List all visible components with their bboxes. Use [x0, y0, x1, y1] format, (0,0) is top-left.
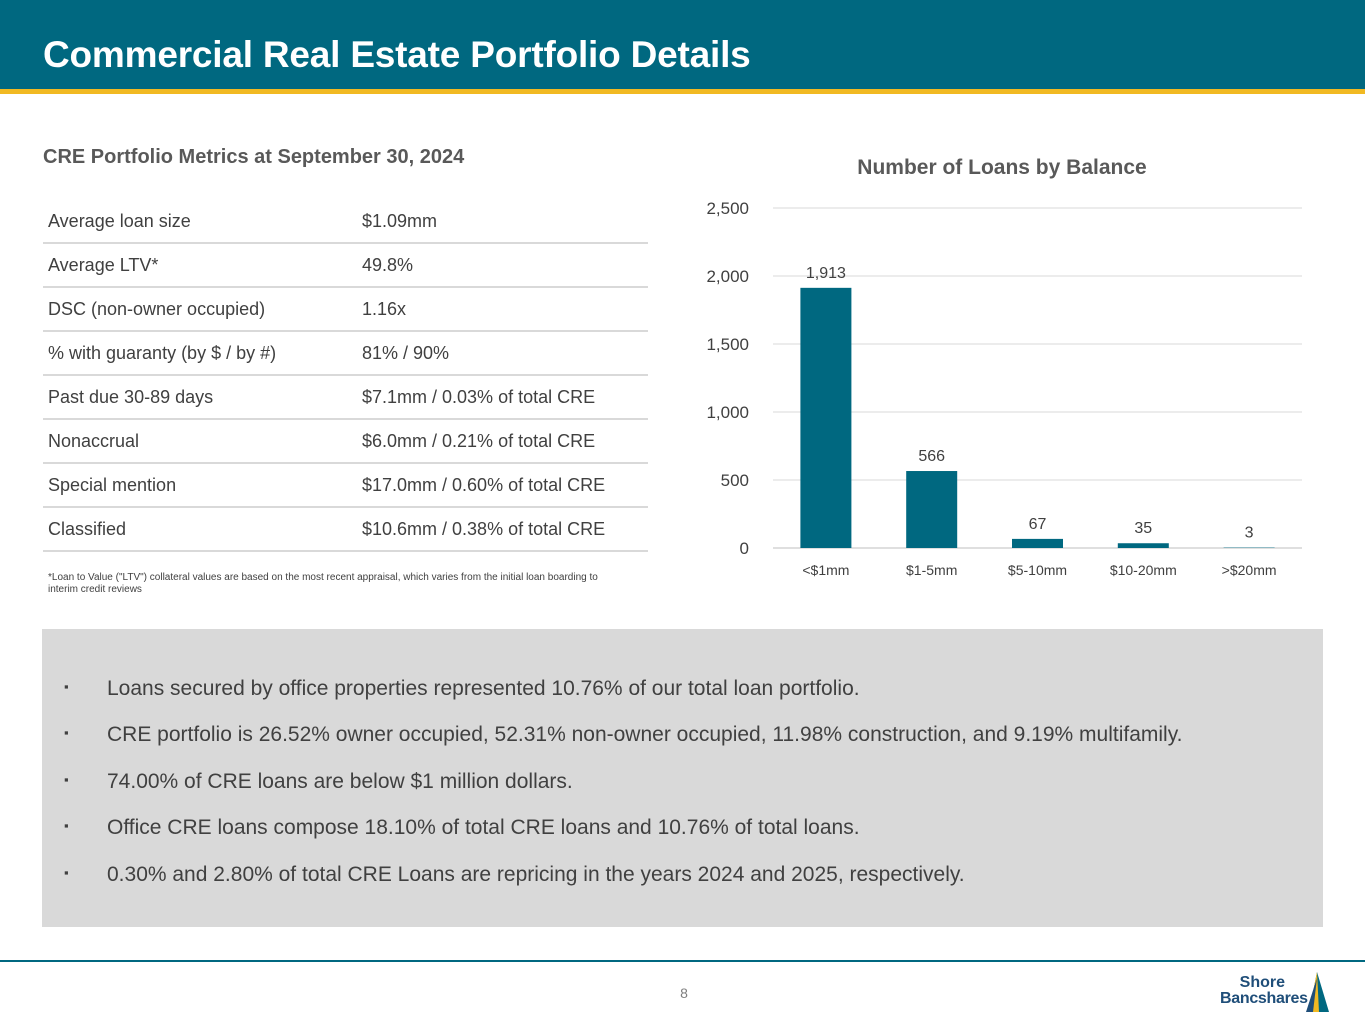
bar-value-label: 67: [1029, 516, 1047, 533]
highlight-text: 74.00% of CRE loans are below $1 million…: [107, 769, 573, 793]
metric-value: $10.6mm / 0.38% of total CRE: [362, 519, 606, 539]
highlight-text: Office CRE loans compose 18.10% of total…: [107, 816, 860, 840]
bullet-square-icon: ▪: [64, 771, 69, 787]
bar: [800, 287, 852, 548]
chart-title: Number of Loans by Balance: [857, 156, 1147, 179]
y-tick-label: 2,500: [706, 199, 749, 218]
highlight-text: Loans secured by office properties repre…: [107, 677, 860, 700]
loans-by-balance-chart: 0 500 1,000 1,500 2,000 2,500 1,913 <$1mm 566 $1-…: [706, 199, 1302, 578]
x-tick-label: $5-10mm: [1008, 562, 1067, 578]
logo-text-bancshares: Bancshares: [1220, 990, 1308, 1007]
page-number: 8: [680, 985, 688, 1001]
highlights-panel: ▪ Loans secured by office properties rep…: [42, 629, 1323, 927]
metrics-row: Special mention $17.0mm / 0.60% of total…: [43, 464, 648, 508]
metrics-row: DSC (non-owner occupied) 1.16x: [43, 288, 648, 332]
metric-label: DSC (non-owner occupied): [48, 299, 266, 319]
metrics-row: Nonaccrual $6.0mm / 0.21% of total CRE: [43, 420, 648, 464]
metric-label: % with guaranty (by $ / by #): [48, 343, 277, 363]
x-tick-label: <$1mm: [802, 562, 849, 578]
bar: [1012, 538, 1063, 548]
metric-label: Past due 30-89 days: [48, 387, 214, 407]
y-tick-label: 0: [740, 539, 749, 558]
metric-value: $1.09mm: [362, 211, 438, 231]
metric-label: Average LTV*: [48, 255, 159, 275]
metric-label: Special mention: [48, 475, 177, 495]
header-gold-rule: [0, 89, 1365, 94]
metric-value: 1.16x: [362, 299, 407, 319]
metric-label: Average loan size: [48, 211, 191, 231]
y-tick-label: 2,000: [706, 267, 749, 286]
metrics-table: Average loan size $1.09mm Average LTV* 4…: [43, 200, 648, 552]
footer-rule: [0, 960, 1365, 962]
metrics-title: CRE Portfolio Metrics at September 30, 2…: [43, 146, 465, 168]
x-tick-label: >$20mm: [1222, 562, 1277, 578]
shore-bancshares-logo: Shore Bancshares: [1218, 970, 1333, 1016]
metric-value: $7.1mm / 0.03% of total CRE: [362, 387, 596, 407]
metrics-row: Average loan size $1.09mm: [43, 200, 648, 244]
bullet-square-icon: ▪: [64, 725, 69, 741]
highlight-text: CRE portfolio is 26.52% owner occupied, …: [107, 723, 1183, 747]
x-tick-label: $1-5mm: [906, 562, 957, 578]
bar: [1117, 543, 1169, 548]
metrics-row: % with guaranty (by $ / by #) 81% / 90%: [43, 332, 648, 376]
y-tick-label: 1,500: [706, 335, 749, 354]
highlight-text: 0.30% and 2.80% of total CRE Loans are r…: [107, 862, 965, 886]
metric-label: Classified: [48, 519, 127, 539]
y-tick-label: 1,000: [706, 403, 749, 422]
bar-value-label: 3: [1245, 525, 1254, 542]
metric-value: $6.0mm / 0.21% of total CRE: [362, 431, 596, 451]
bar-value-label: 566: [918, 448, 945, 465]
bar-value-label: 1,913: [806, 265, 846, 282]
sailboat-icon: [1306, 972, 1329, 1012]
bullet-square-icon: ▪: [64, 818, 69, 834]
bullet-square-icon: ▪: [64, 679, 69, 694]
bar: [906, 471, 958, 548]
metrics-row: Classified $10.6mm / 0.38% of total CRE: [43, 508, 648, 552]
metric-value: $17.0mm / 0.60% of total CRE: [362, 475, 606, 495]
y-tick-label: 500: [721, 471, 749, 490]
page-title: Commercial Real Estate Portfolio Details: [43, 34, 751, 75]
header-bar: [0, 0, 1365, 89]
metrics-row: Average LTV* 49.8%: [43, 244, 648, 288]
metric-value: 81% / 90%: [362, 343, 450, 363]
bar-value-label: 35: [1134, 520, 1152, 537]
x-tick-label: $10-20mm: [1110, 562, 1177, 578]
metrics-row: Past due 30-89 days $7.1mm / 0.03% of to…: [43, 376, 648, 420]
logo-text-shore: Shore: [1239, 974, 1285, 991]
metric-value: 49.8%: [362, 255, 414, 275]
ltv-footnote: *Loan to Value ("LTV") collateral values…: [48, 572, 598, 595]
bullet-square-icon: ▪: [64, 864, 69, 880]
metric-label: Nonaccrual: [48, 431, 140, 451]
